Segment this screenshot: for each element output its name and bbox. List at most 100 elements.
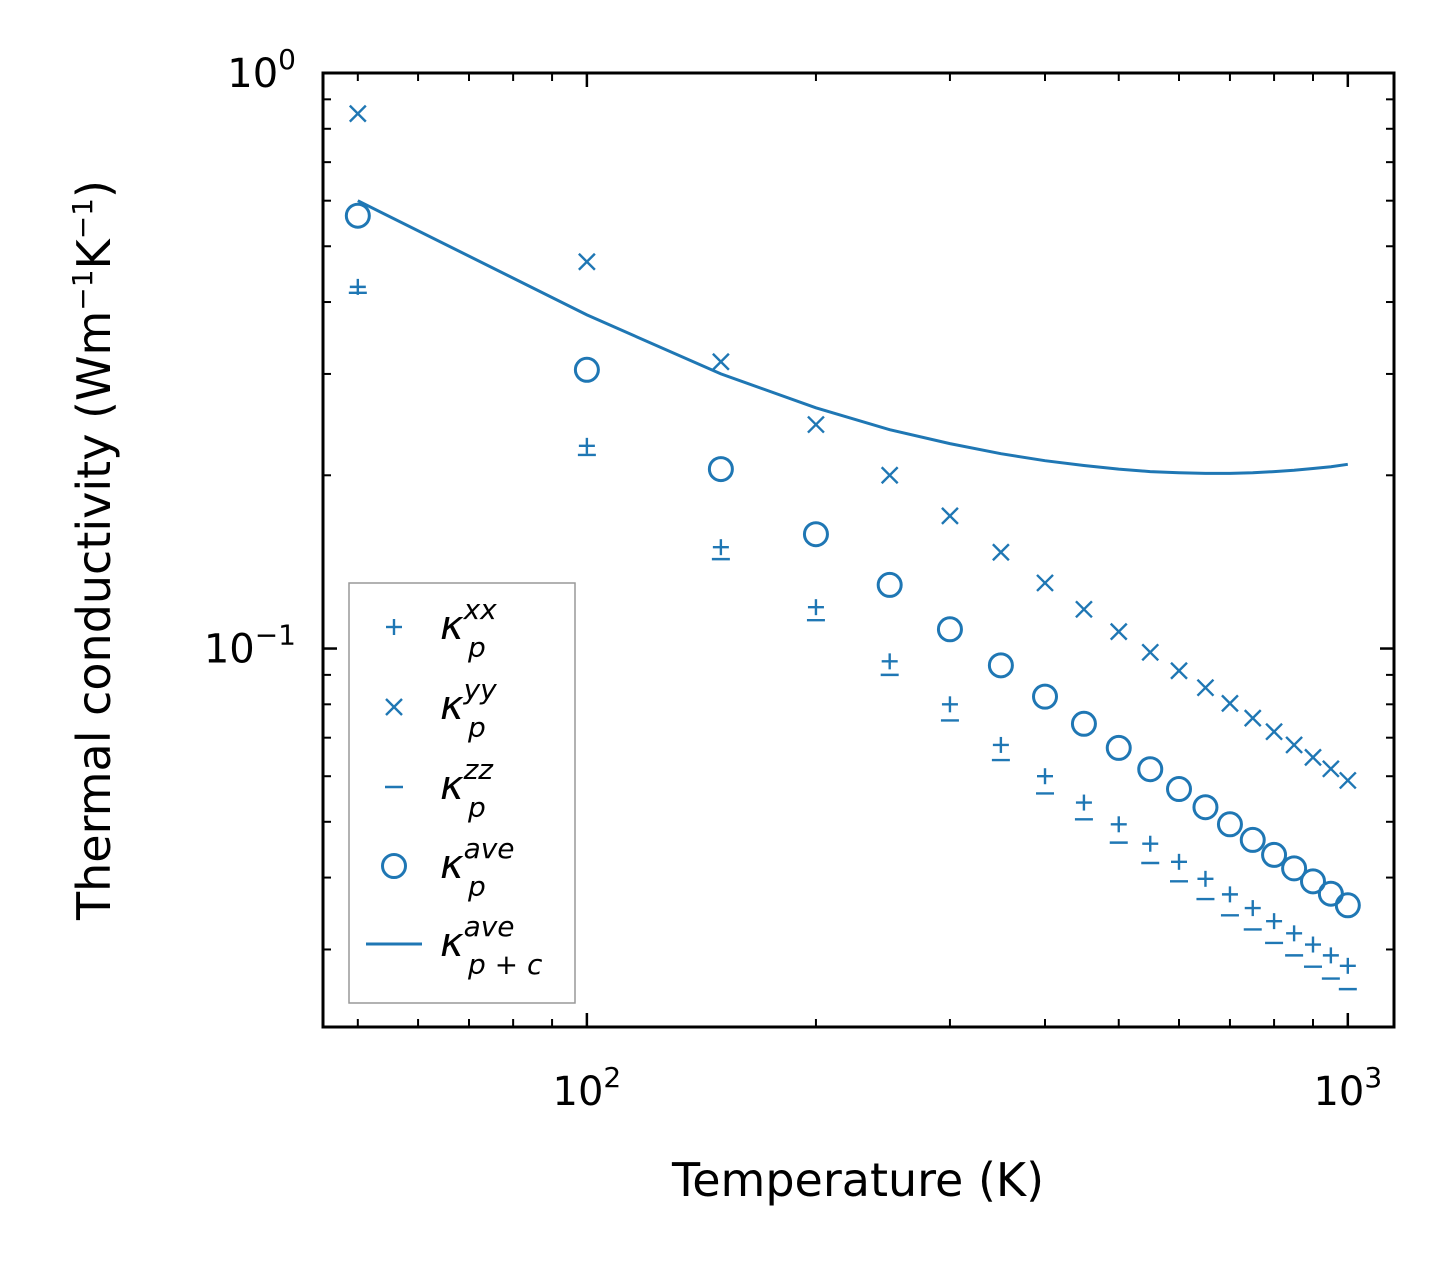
- data-point-kappa_p_ave: [802, 521, 829, 548]
- data-point-kappa_p_ave: [1299, 868, 1326, 895]
- data-point-kappa_p_xx: [712, 539, 729, 556]
- data-point-kappa_p_yy-d2: [941, 507, 959, 525]
- series-kappa_p_xx: [349, 278, 1356, 974]
- data-point-kappa_p_ave-ring: [1317, 880, 1344, 907]
- data-point-kappa_p_ave-ring: [802, 521, 829, 548]
- data-point-kappa_p_yy: [1304, 748, 1322, 767]
- data-point-kappa_p_ave-ring: [573, 356, 600, 383]
- data-point-kappa_p_xx: [1339, 957, 1356, 974]
- data-point-kappa_p_ave-ring: [1166, 776, 1193, 803]
- data-point-kappa_p_ave-ring: [1216, 811, 1243, 838]
- series-kappa_p_yy: [348, 104, 1357, 790]
- series-kappa_p_zz: [348, 291, 1357, 991]
- data-point-kappa_p_yy: [880, 466, 899, 485]
- data-point-kappa_p_yy-d2: [1338, 771, 1357, 790]
- data-point-kappa_p_yy: [712, 352, 730, 371]
- data-point-kappa_p_yy: [1036, 574, 1054, 592]
- data-point-kappa_p_yy-d2: [1170, 661, 1188, 680]
- data-point-kappa_p_yy: [1265, 722, 1283, 741]
- data-point-kappa_p_yy: [1170, 661, 1188, 680]
- data-point-kappa_p_xx: [1221, 886, 1238, 903]
- data-point-kappa_p_xx: [1037, 768, 1054, 785]
- data-point-kappa_p_ave: [1070, 710, 1097, 737]
- legend-label-kappa_p_zz: κzz p: [440, 753, 494, 824]
- data-point-kappa_p_yy-d2: [1221, 694, 1239, 713]
- data-point-kappa_p_yy: [941, 507, 959, 525]
- data-point-kappa_p_ave-ring: [987, 652, 1014, 679]
- legend-label-kappa_pc_ave: κave p + c: [440, 910, 543, 981]
- legend-entry-kappa_pc_ave: κave p + c: [366, 910, 543, 981]
- data-point-kappa_p_xx: [1197, 870, 1214, 887]
- data-point-kappa_p_yy-d2: [1075, 600, 1093, 619]
- legend-entry-kappa_p_xx: κxx p: [386, 593, 497, 664]
- data-point-kappa_p_yy-d2: [1109, 622, 1128, 641]
- data-point-kappa_p_ave: [987, 652, 1014, 679]
- data-point-kappa_p_yy: [1141, 643, 1160, 662]
- data-point-kappa_p_ave: [1105, 734, 1132, 761]
- data-point-kappa_p_yy-d2: [348, 104, 367, 123]
- data-point-kappa_p_yy: [1196, 678, 1215, 697]
- data-point-kappa_p_xx: [1322, 947, 1339, 964]
- data-point-kappa_p_ave: [1192, 794, 1219, 821]
- data-point-kappa_p_ave-ring: [936, 616, 963, 643]
- data-point-kappa_p_yy: [348, 104, 367, 123]
- series-line-kappa_pc_ave: [357, 199, 1349, 475]
- data-point-kappa_p_xx: [1075, 794, 1092, 811]
- data-point-kappa_p_ave: [1137, 756, 1164, 783]
- data-point-kappa_p_ave: [1281, 855, 1308, 882]
- y-axis-label: Thermal conductivity (Wm−1K−1): [66, 180, 121, 921]
- data-point-kappa_p_ave: [573, 356, 600, 383]
- data-point-kappa_p_yy-d2: [578, 252, 596, 271]
- data-point-kappa_p_yy: [1338, 771, 1357, 790]
- data-point-kappa_p_ave: [876, 571, 903, 598]
- data-point-kappa_p_ave-ring: [1261, 841, 1288, 868]
- data-point-kappa_p_yy: [1075, 600, 1093, 619]
- series-kappa_pc_ave: [357, 199, 1349, 475]
- data-point-kappa_p_yy: [1243, 709, 1262, 727]
- data-point-kappa_p_yy-d2: [1141, 643, 1160, 662]
- tick-labels: 102 103 100 10−1: [204, 43, 1382, 1115]
- data-point-kappa_p_xx: [992, 736, 1009, 753]
- data-point-kappa_p_yy-d2: [1304, 748, 1322, 767]
- data-point-kappa_p_yy-d2: [807, 415, 825, 434]
- data-point-kappa_p_yy: [1221, 694, 1239, 713]
- legend-label-kappa_p_yy: κyy p: [440, 673, 497, 744]
- data-point-kappa_p_yy: [1322, 759, 1340, 778]
- data-point-kappa_p_yy-d2: [1265, 722, 1283, 741]
- legend-marker-kappa_p_xx: [386, 619, 402, 635]
- plot-frame: [321, 71, 1396, 1029]
- data-point-kappa_p_yy: [807, 415, 825, 434]
- data-point-kappa_p_xx: [1266, 913, 1283, 930]
- data-point-kappa_p_ave: [344, 202, 371, 229]
- data-point-kappa_p_yy-d2: [880, 466, 899, 485]
- data-point-kappa_p_xx: [1244, 900, 1261, 917]
- legend-marker-kappa_p_ave: [381, 853, 407, 879]
- legend-entry-kappa_p_yy: κyy p: [385, 673, 497, 744]
- data-point-kappa_p_yy-d2: [1322, 759, 1340, 778]
- data-point-kappa_p_ave-ring: [1192, 794, 1219, 821]
- data-point-kappa_p_yy: [578, 252, 596, 271]
- data-point-kappa_p_ave-ring: [1070, 710, 1097, 737]
- legend-box: [348, 582, 576, 1004]
- legend-marker-kappa_p_yy-d2: [385, 698, 403, 716]
- x-tick-label: 103: [1313, 1061, 1382, 1115]
- data-point-kappa_p_ave-ring: [1137, 756, 1164, 783]
- legend-marker-kappa_p_ave-ring: [381, 853, 407, 879]
- data-point-kappa_p_ave: [1032, 683, 1059, 710]
- data-point-kappa_p_yy-d2: [992, 543, 1010, 562]
- data-point-kappa_p_ave: [1317, 880, 1344, 907]
- y-tick-label: 100: [227, 43, 296, 97]
- data-point-kappa_p_xx: [578, 437, 595, 454]
- data-point-kappa_p_ave: [1261, 841, 1288, 868]
- series-kappa_p_ave: [344, 202, 1361, 919]
- x-axis-label: Temperature (K): [671, 1153, 1044, 1207]
- data-point-kappa_p_ave: [1239, 826, 1266, 853]
- data-point-kappa_p_ave-ring: [1299, 868, 1326, 895]
- data-point-kappa_p_xx: [1286, 925, 1303, 942]
- data-point-kappa_p_ave-ring: [1032, 683, 1059, 710]
- data-point-kappa_p_yy-d2: [1036, 574, 1054, 592]
- data-point-kappa_p_yy: [1285, 736, 1303, 754]
- data-point-kappa_p_ave-ring: [707, 456, 734, 483]
